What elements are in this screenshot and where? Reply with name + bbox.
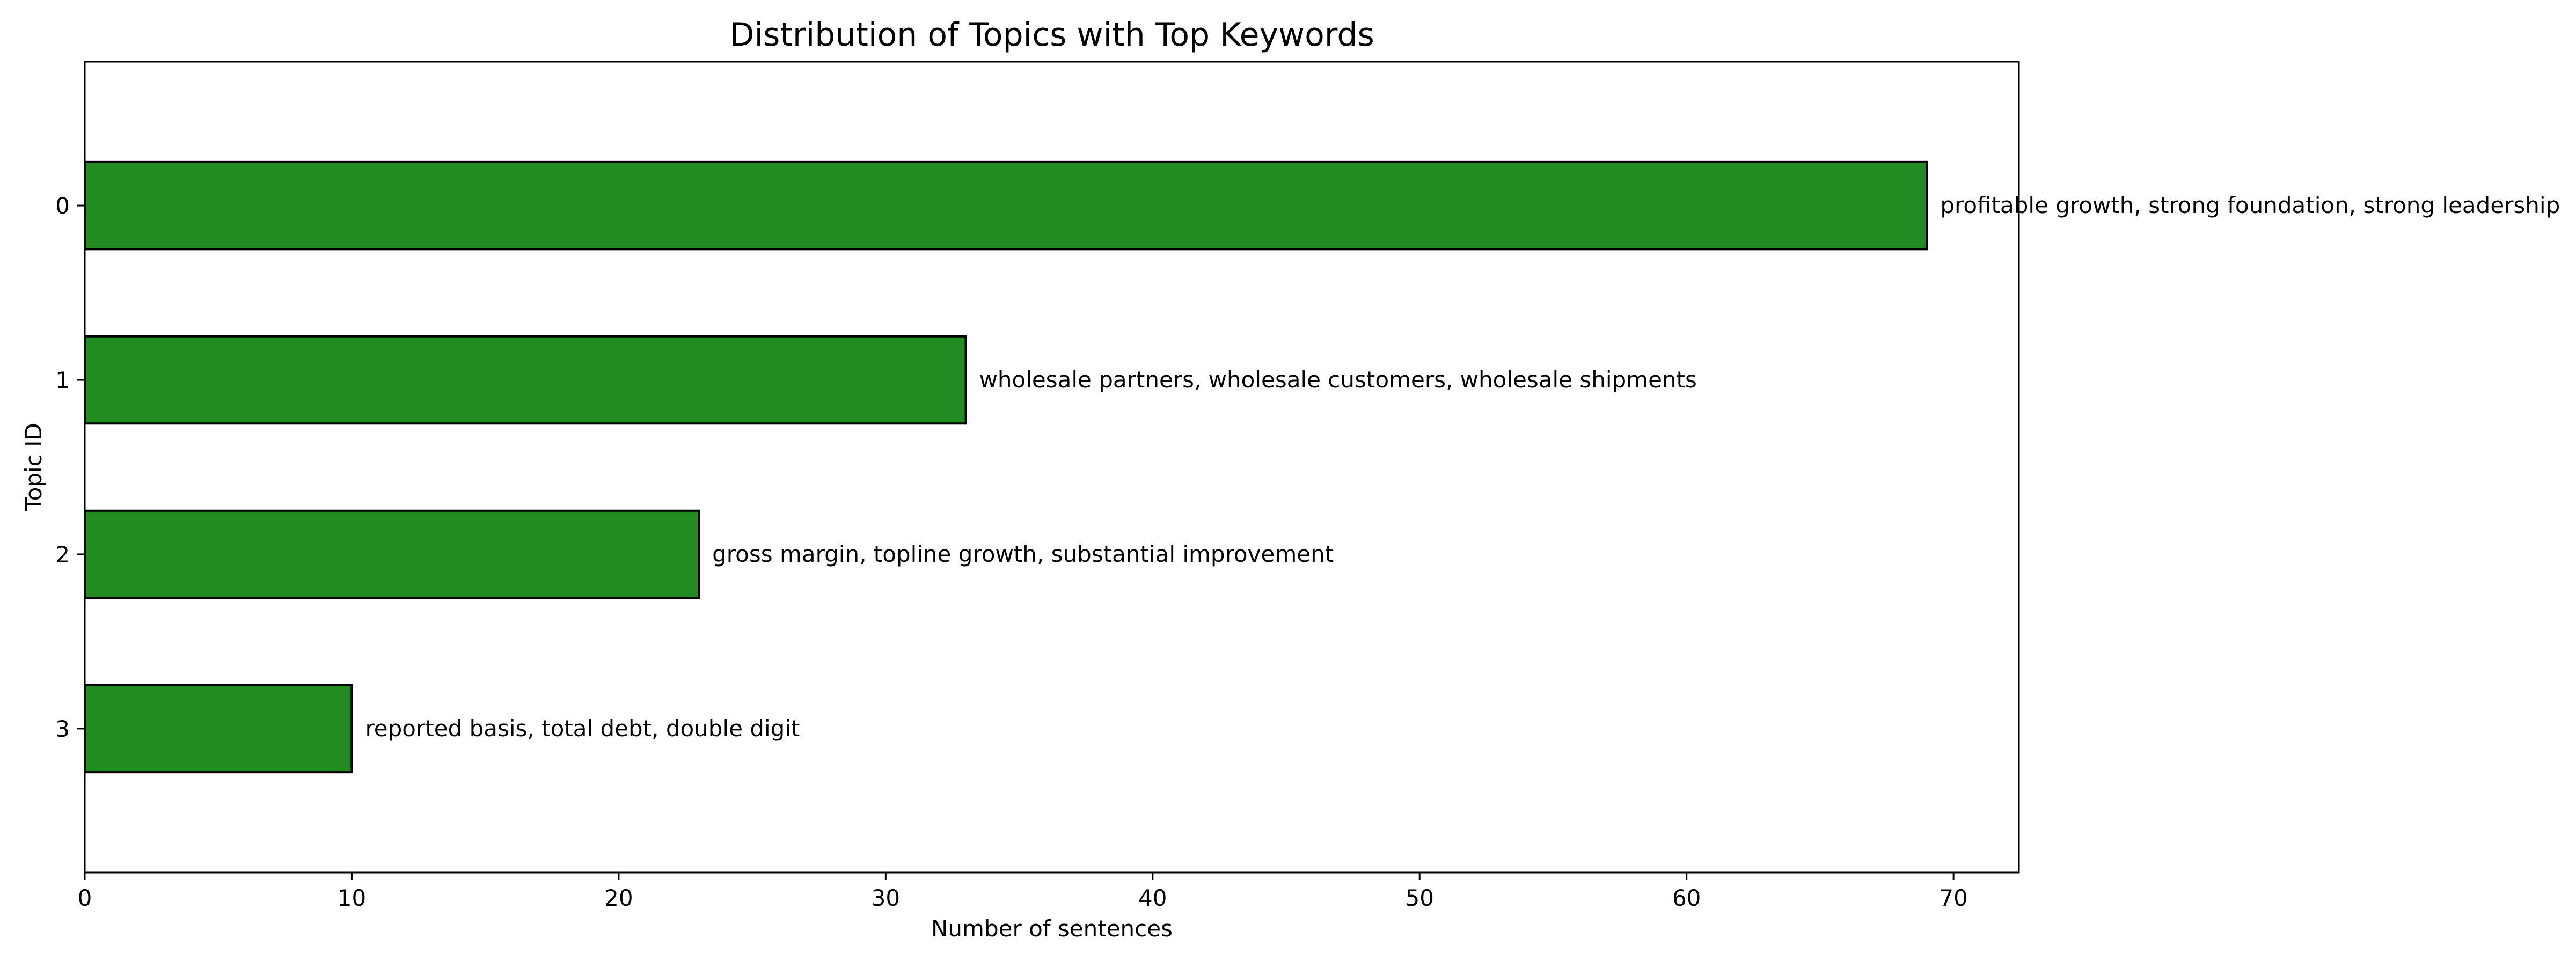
bar-topic-2 [84, 509, 700, 599]
bar-label-topic-0: profitable growth, strong foundation, st… [1940, 192, 2560, 218]
x-tick-label: 70 [1939, 885, 1967, 911]
x-tick-label: 20 [604, 885, 633, 911]
x-axis-label: Number of sentences [931, 915, 1173, 942]
plot-frame [84, 61, 2020, 874]
bar-label-topic-3: reported basis, total debt, double digit [365, 715, 800, 742]
bars-layer: profitable growth, strong foundation, st… [84, 160, 2560, 774]
x-tick-label: 50 [1406, 885, 1434, 911]
x-tick-label: 10 [338, 885, 366, 911]
x-tick-label: 60 [1672, 885, 1701, 911]
bar-topic-3 [84, 684, 353, 774]
bar-topic-0 [84, 160, 1928, 251]
chart-title: Distribution of Topics with Top Keywords [729, 16, 1374, 54]
axes-layer: 0 10 20 30 40 50 60 70 0 1 2 3 [55, 61, 2020, 911]
x-tick-label: 40 [1138, 885, 1167, 911]
y-tick-label: 3 [55, 716, 70, 742]
x-tick-label: 30 [872, 885, 900, 911]
x-tick-label: 0 [78, 885, 92, 911]
y-tick-label: 2 [55, 541, 70, 568]
bar-label-topic-2: gross margin, topline growth, substantia… [712, 541, 1334, 567]
bar-topic-1 [84, 335, 967, 425]
y-axis-label: Topic ID [20, 423, 47, 511]
bar-label-topic-1: wholesale partners, wholesale customers,… [979, 366, 1697, 393]
y-tick-label: 1 [55, 367, 70, 393]
y-tick-label: 0 [55, 193, 70, 219]
